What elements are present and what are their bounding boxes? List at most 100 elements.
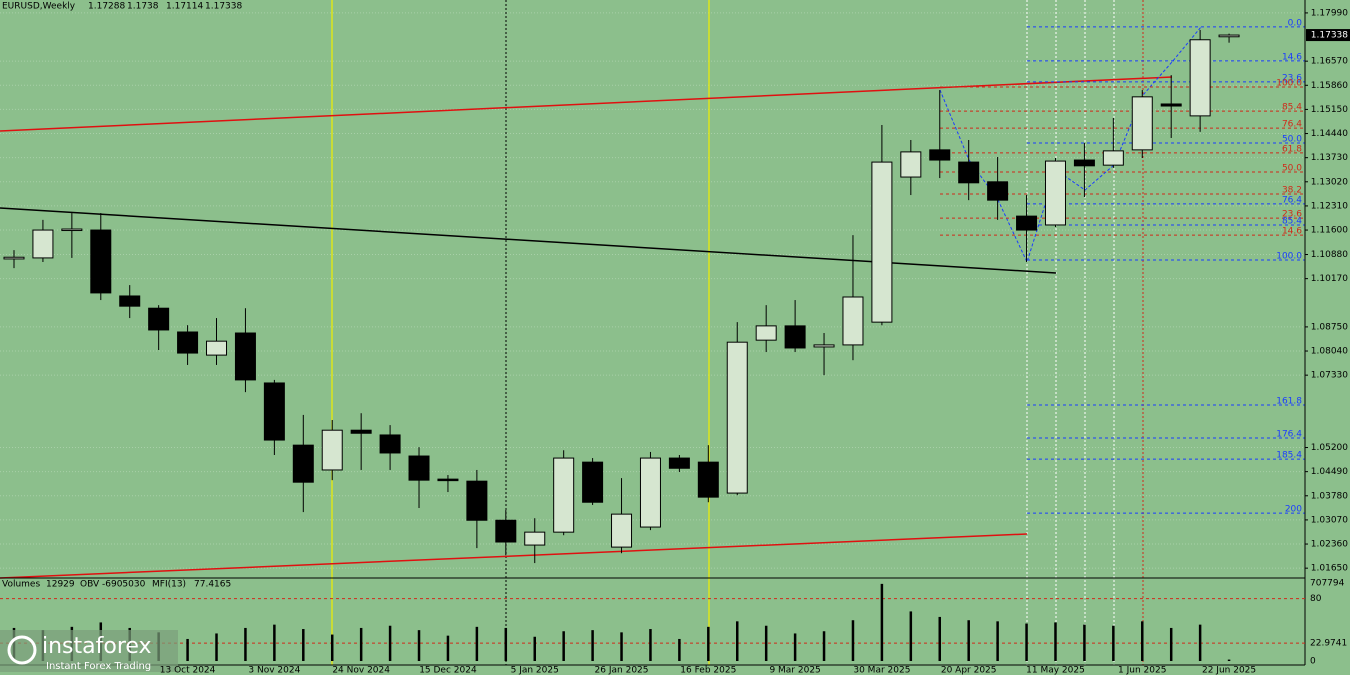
mfi-value: 77.4165 — [194, 580, 231, 590]
fib-label: 161.8 — [1276, 397, 1302, 407]
up-body — [1102, 150, 1124, 166]
volume-tick-label: 707794 — [1310, 579, 1345, 589]
price-axis: 1.17990 1.16570 1.15860 1.15150 1.14440 1.137… — [1305, 8, 1348, 574]
header: EURUSD,Weekly 1.17288 1.1738 1.17114 1.1… — [2, 2, 242, 12]
up-body — [1131, 96, 1153, 151]
fib-label: 50.0 — [1282, 135, 1302, 145]
header-close: 1.17338 — [205, 2, 242, 12]
x-tick-label: 5 Jan 2025 — [511, 666, 559, 675]
fib-label: 61.8 — [1282, 144, 1302, 154]
down-body — [292, 444, 314, 483]
down-body — [148, 307, 170, 331]
y-tick-label: 1.13730 — [1311, 153, 1348, 163]
trend-line — [0, 76, 1173, 132]
x-tick-label: 26 Jan 2025 — [595, 666, 649, 675]
up-body — [813, 344, 835, 348]
y-tick-label: 1.10170 — [1311, 274, 1348, 284]
down-body — [668, 457, 690, 469]
down-body — [466, 480, 488, 521]
y-tick-label: 1.16570 — [1311, 57, 1348, 67]
fib-label: 23.6 — [1282, 210, 1302, 220]
up-body — [61, 228, 83, 232]
price-marker-label: 1.17338 — [1311, 31, 1348, 41]
up-body — [1218, 34, 1240, 38]
indicator-header: Volumes 12929 OBV -6905030 MFI(13) 77.41… — [2, 580, 231, 590]
fib-label: 176.4 — [1276, 430, 1302, 440]
x-tick-label: 30 Mar 2025 — [853, 666, 910, 675]
trend-line — [0, 533, 1028, 579]
y-tick-label: 1.15860 — [1311, 81, 1348, 91]
down-body — [234, 332, 256, 381]
up-body — [755, 325, 777, 341]
fib-label: 76.4 — [1282, 120, 1302, 130]
y-tick-label: 1.03070 — [1311, 515, 1348, 525]
watermark: instaforex Instant Forex Trading — [0, 630, 178, 672]
up-body — [842, 296, 864, 346]
up-body — [900, 151, 922, 178]
y-tick-label: 1.08040 — [1311, 347, 1348, 357]
volume-value: 12929 — [46, 580, 75, 590]
fib-label: 85.4 — [1282, 103, 1302, 113]
volume-label: Volumes — [2, 580, 40, 590]
down-body — [119, 295, 141, 307]
up-body — [611, 513, 633, 548]
down-body — [987, 181, 1009, 201]
x-tick-label: 24 Nov 2024 — [332, 666, 390, 675]
x-tick-label: 16 Feb 2025 — [680, 666, 736, 675]
down-body — [582, 461, 604, 503]
down-body — [177, 331, 199, 354]
logo-bg — [0, 630, 178, 672]
y-tick-label: 1.02360 — [1311, 540, 1348, 550]
fib-levels: 0.014.623.6100.085.476.450.061.850.038.2… — [940, 18, 1305, 515]
y-tick-label: 1.10880 — [1311, 250, 1348, 260]
up-body — [871, 161, 893, 323]
fib-label: 85.4 — [1282, 216, 1302, 226]
x-tick-label: 22 Jun 2025 — [1202, 666, 1256, 675]
tagline: Instant Forex Trading — [46, 661, 151, 672]
y-tick-label: 1.13020 — [1311, 177, 1348, 187]
x-tick-label: 1 Jun 2025 — [1118, 666, 1166, 675]
header-high: 1.1738 — [127, 2, 159, 12]
x-tick-label: 11 May 2025 — [1026, 666, 1085, 675]
y-tick-label: 1.12310 — [1311, 201, 1348, 211]
fib-label: 185.4 — [1276, 451, 1302, 461]
up-body — [3, 256, 25, 260]
fib-label: 76.4 — [1282, 195, 1302, 205]
up-body — [1189, 39, 1211, 117]
down-body — [379, 434, 401, 454]
up-body — [726, 341, 748, 494]
obv-value: -6905030 — [102, 580, 146, 590]
y-tick-label: 1.17990 — [1311, 8, 1348, 18]
y-tick-label: 1.14440 — [1311, 129, 1348, 139]
header-open: 1.17288 — [88, 2, 125, 12]
down-body — [958, 161, 980, 184]
up-body — [1044, 160, 1066, 226]
x-tick-label: 20 Apr 2025 — [941, 666, 997, 675]
down-body — [1073, 159, 1095, 167]
down-body — [784, 325, 806, 349]
up-body — [639, 457, 661, 528]
up-body — [206, 340, 228, 356]
fib-label: 100.0 — [1276, 78, 1302, 88]
up-body — [321, 429, 343, 471]
fib-label: 14.6 — [1282, 227, 1302, 237]
down-body — [437, 478, 459, 482]
y-tick-label: 1.11600 — [1311, 226, 1348, 236]
candles — [3, 29, 1240, 564]
down-body — [1160, 103, 1182, 107]
fib-label: 200 — [1285, 505, 1302, 515]
x-tick-label: 9 Mar 2025 — [769, 666, 820, 675]
obv-label: OBV — [80, 580, 100, 590]
y-tick-label: 1.04490 — [1311, 467, 1348, 477]
y-tick-label: 1.01650 — [1311, 564, 1348, 574]
x-tick-label: 15 Dec 2024 — [419, 666, 477, 675]
y-tick-label: 1.03780 — [1311, 491, 1348, 501]
down-body — [350, 429, 372, 434]
volume-tick-label: 0 — [1310, 657, 1316, 667]
fib-label: 38.2 — [1282, 186, 1302, 196]
zigzag — [939, 26, 1202, 264]
y-tick-label: 1.05200 — [1311, 443, 1348, 453]
